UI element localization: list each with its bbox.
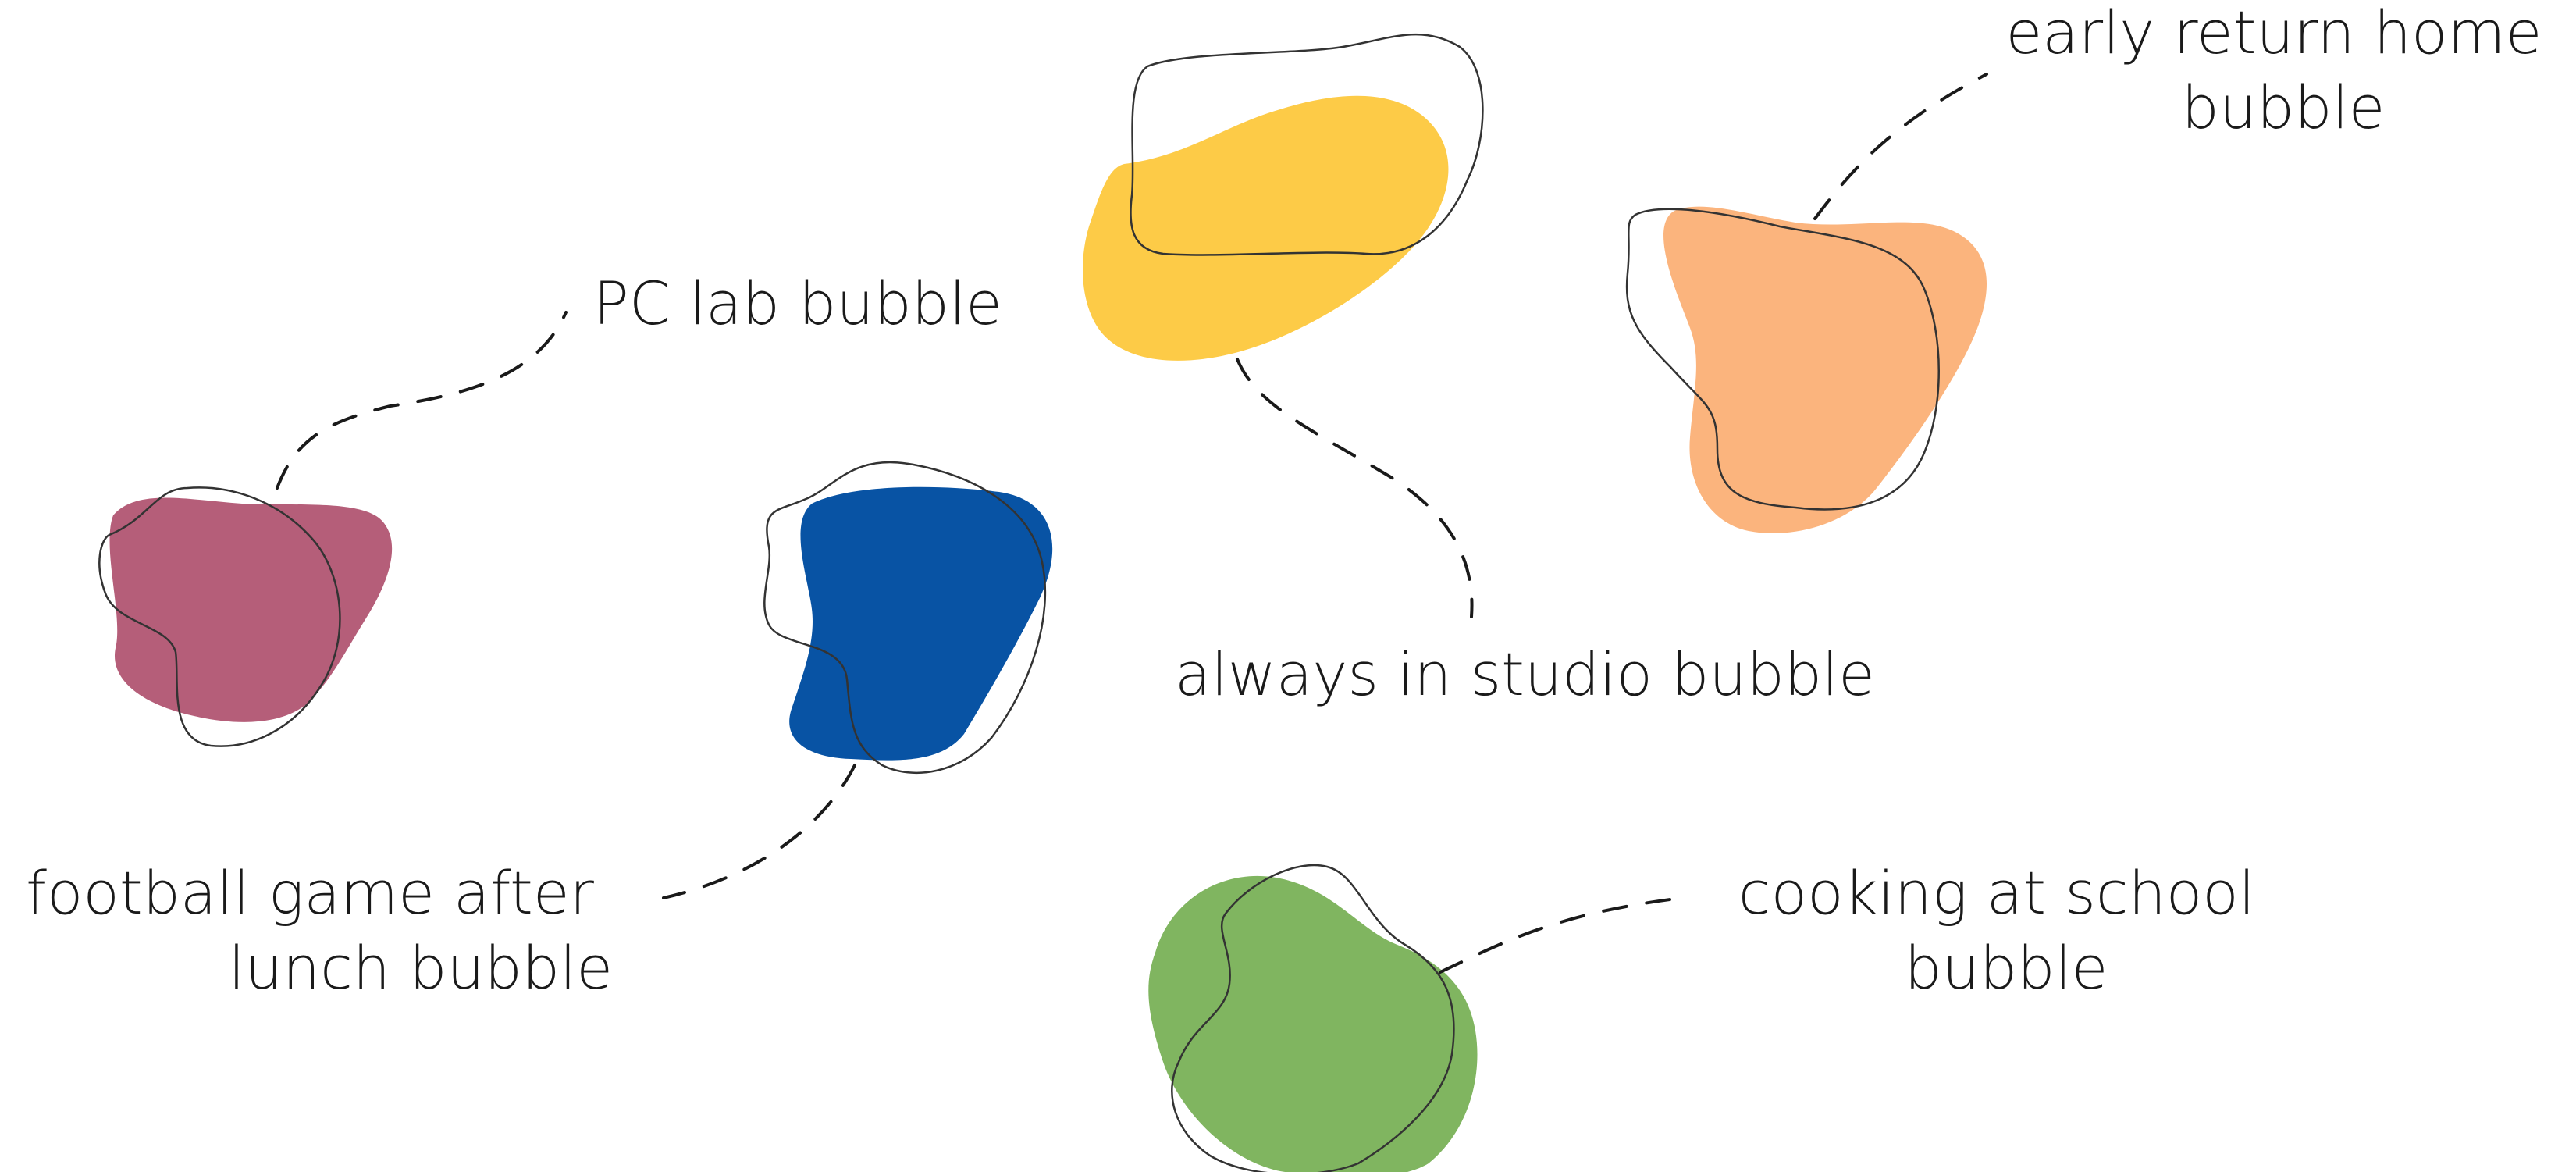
early-return-bubble-group: early return home bubble [1625, 0, 2561, 533]
early-return-bubble-blob [1663, 206, 1987, 533]
studio-label-line-1: always in studio bubble [1175, 639, 1875, 709]
pc-lab-bubble-blob [109, 497, 393, 722]
early-return-label: early return home bubble [2006, 0, 2561, 142]
studio-bubble-outline [1130, 33, 1484, 256]
cooking-bubble-blob [1148, 875, 1478, 1172]
early-return-label-line-2: bubble [2182, 73, 2386, 142]
studio-connector [1236, 358, 1474, 618]
cooking-connector [1439, 896, 1684, 974]
early-return-connector [1813, 73, 1988, 220]
pc-lab-label-line-1: PC lab bubble [593, 269, 1002, 338]
cooking-label-line-1: cooking at school [1738, 858, 2255, 928]
pc-lab-connector [276, 311, 568, 490]
football-bubble-outline [763, 461, 1047, 775]
pc-lab-bubble-outline [98, 486, 341, 747]
football-bubble-blob [789, 486, 1053, 761]
football-bubble-group: football game after lunch bubble [26, 461, 1053, 1003]
cooking-bubble-outline [1171, 864, 1455, 1172]
football-connector [662, 764, 856, 899]
football-label-line-2: lunch bubble [229, 933, 613, 1003]
cooking-label-line-2: bubble [1905, 933, 2108, 1003]
pc-lab-bubble-group: PC lab bubble [98, 269, 1002, 747]
early-return-label-line-1: early return home [2006, 0, 2542, 67]
early-return-bubble-outline [1625, 208, 1940, 511]
studio-bubble-blob [1083, 95, 1449, 361]
cooking-bubble-group: cooking at school bubble [1148, 858, 2274, 1172]
football-label-line-1: football game after [26, 858, 594, 928]
studio-bubble-group: always in studio bubble [1083, 33, 1875, 709]
studio-label: always in studio bubble [1175, 639, 1875, 709]
football-label: football game after lunch bubble [26, 858, 613, 1003]
cooking-label: cooking at school bubble [1738, 858, 2274, 1003]
pc-lab-label: PC lab bubble [593, 269, 1002, 338]
